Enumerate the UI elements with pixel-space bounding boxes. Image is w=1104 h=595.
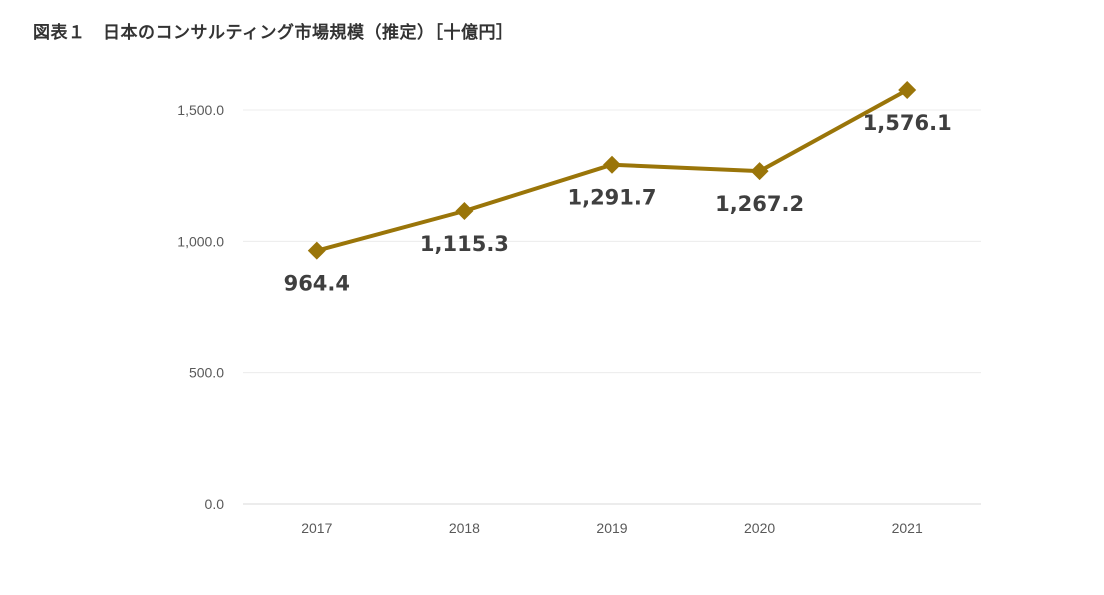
axes: 0.0 500.0 1,000.0 1,500.0 2017 2018 2019 2020 20… bbox=[177, 102, 981, 536]
y-tick-label: 0.0 bbox=[205, 496, 225, 512]
y-tick-label: 1,500.0 bbox=[177, 102, 224, 118]
data-labels: 964.4 1,115.3 1,291.7 1,267.2 1,576.1 bbox=[284, 111, 952, 296]
data-point-marker bbox=[750, 162, 769, 181]
data-point-marker bbox=[603, 155, 621, 174]
x-tick-label: 2019 bbox=[596, 520, 627, 536]
x-tick-label: 2021 bbox=[892, 520, 923, 536]
data-label: 1,115.3 bbox=[420, 232, 509, 256]
data-label: 1,267.2 bbox=[715, 192, 804, 216]
data-point-marker bbox=[898, 81, 917, 100]
y-tick-label: 500.0 bbox=[189, 365, 224, 381]
gridlines bbox=[243, 109, 981, 374]
x-tick-label: 2017 bbox=[301, 520, 332, 536]
y-tick-label: 1,000.0 bbox=[177, 233, 224, 249]
data-point-marker bbox=[455, 202, 474, 221]
data-label: 1,291.7 bbox=[567, 186, 656, 210]
x-tick-label: 2018 bbox=[449, 520, 480, 536]
data-point-marker bbox=[307, 241, 326, 260]
page-title: 図表１ 日本のコンサルティング市場規模（推定）［十億円］ bbox=[33, 23, 514, 43]
x-tick-label: 2020 bbox=[744, 520, 775, 536]
data-label: 1,576.1 bbox=[863, 111, 952, 135]
series bbox=[307, 81, 917, 260]
data-label: 964.4 bbox=[284, 272, 350, 296]
